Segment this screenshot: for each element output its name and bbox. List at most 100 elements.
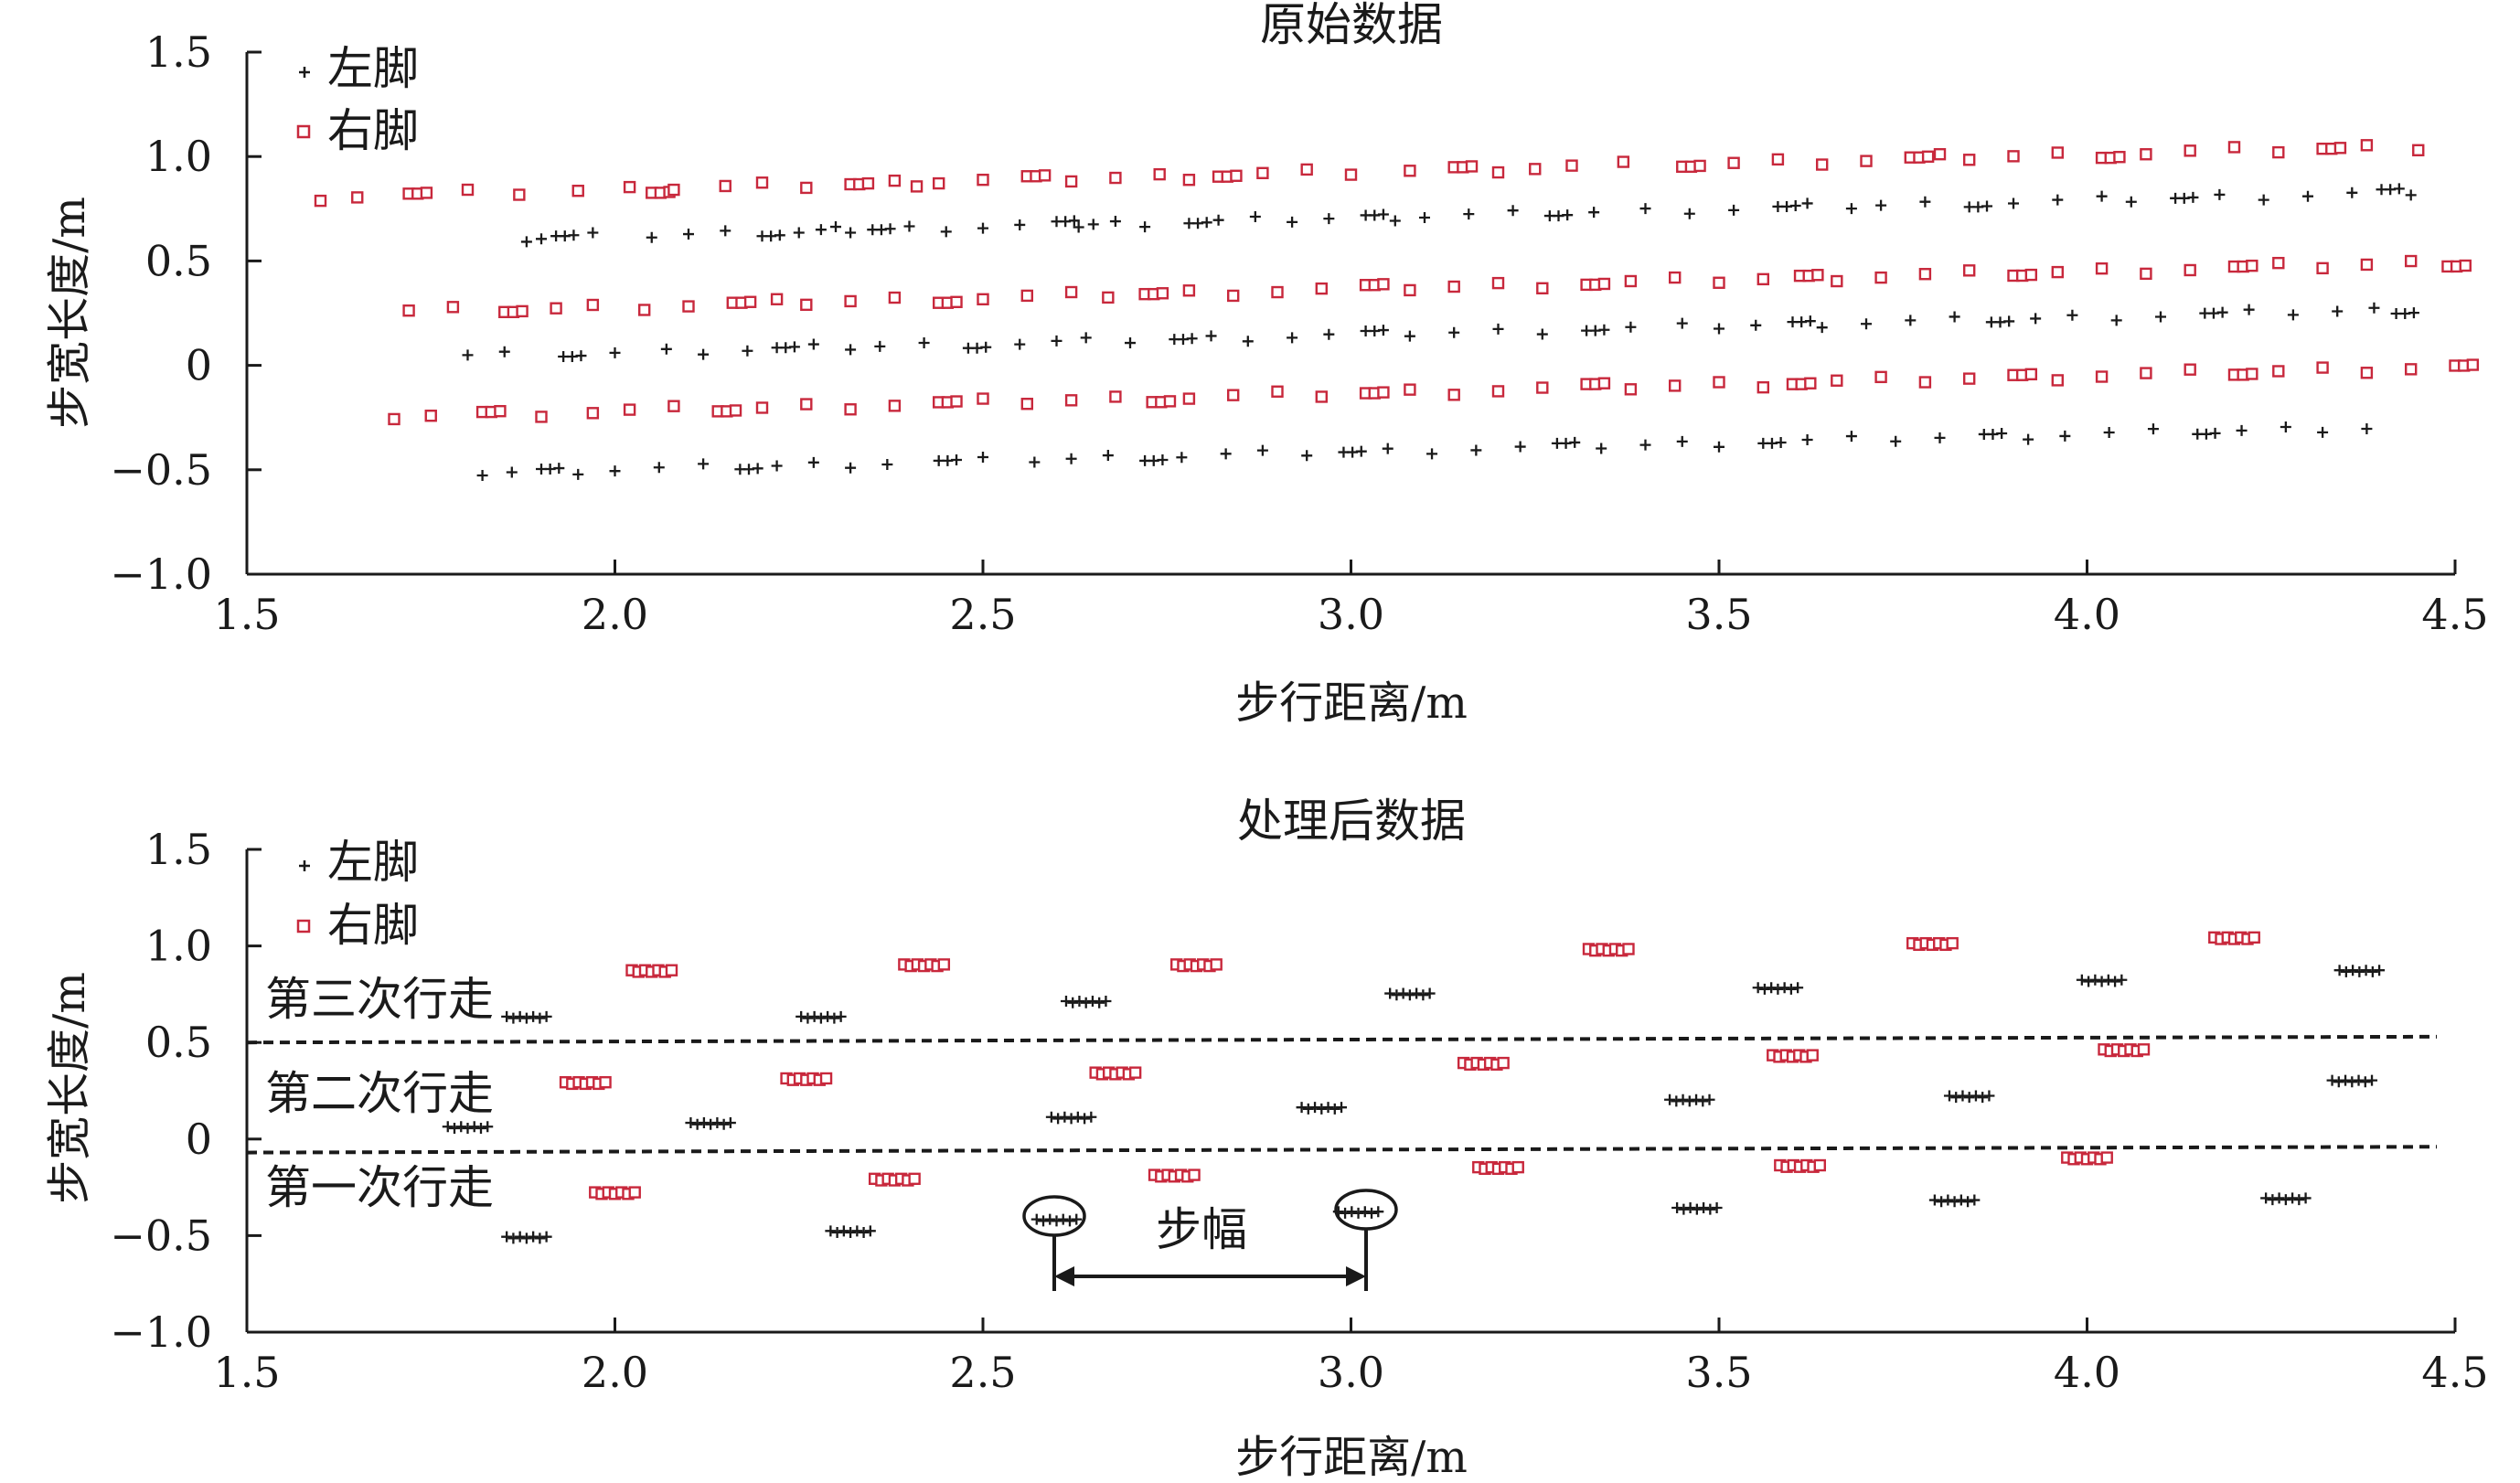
right-foot-point — [755, 401, 769, 414]
left-foot-point — [845, 462, 857, 474]
left-foot-point — [2243, 304, 2255, 315]
left-foot-point — [1981, 200, 1993, 212]
left-foot-point — [498, 346, 510, 357]
left-foot-point — [1957, 1090, 1969, 1102]
left-foot-point — [1419, 212, 1430, 224]
left-foot-point — [2023, 433, 2034, 445]
left-foot-point — [2393, 183, 2405, 195]
right-foot-point — [910, 180, 924, 193]
left-foot-point — [1087, 219, 1099, 230]
right-foot-point — [586, 407, 600, 420]
right-foot-point — [2024, 268, 2038, 282]
left-foot-point — [720, 225, 731, 237]
left-foot-point — [1714, 441, 1724, 453]
left-foot-point — [540, 1231, 552, 1243]
legend-left-foot: 左脚 — [299, 42, 419, 95]
left-foot-point — [858, 1227, 870, 1239]
left-foot-point — [1750, 319, 1762, 331]
right-foot-point — [1182, 392, 1196, 405]
right-foot-point — [2227, 141, 2241, 154]
right-foot-point — [2272, 365, 2285, 378]
left-foot-point — [609, 347, 621, 358]
right-foot-point — [513, 188, 526, 201]
chart-title: 原始数据 — [1260, 0, 1443, 51]
right-foot-point — [667, 400, 680, 412]
left-foot-point — [1588, 207, 1600, 219]
right-foot-point — [1757, 272, 1770, 286]
left-foot-point — [528, 1010, 539, 1022]
y-tick-label: −0.5 — [110, 445, 212, 495]
right-foot-point — [1102, 291, 1115, 304]
left-foot-point — [1683, 208, 1695, 219]
left-foot-point — [1301, 450, 1313, 462]
legend-right-foot-label: 右脚 — [327, 104, 419, 157]
right-foot-point — [1668, 379, 1682, 392]
right-foot-point — [2246, 259, 2258, 272]
right-foot-point — [1377, 386, 1390, 399]
right-foot-point — [1860, 155, 1873, 167]
left-foot-point — [2332, 305, 2344, 317]
x-tick-label: 3.5 — [1685, 1348, 1752, 1397]
left-foot-point — [851, 1225, 863, 1237]
legend-left-foot: 左脚 — [299, 836, 419, 889]
left-foot-point — [1970, 1090, 1981, 1102]
left-foot-point — [698, 1117, 710, 1129]
left-foot-point — [2187, 191, 2199, 203]
x-tick-label: 4.0 — [2054, 590, 2120, 639]
left-foot-point — [2003, 315, 2015, 327]
x-tick-label: 2.5 — [949, 590, 1016, 639]
right-foot-point — [2360, 367, 2374, 379]
left-foot-point — [1890, 435, 1902, 447]
right-foot-point — [2412, 144, 2425, 156]
right-foot-point — [446, 301, 460, 314]
left-foot-point — [1728, 204, 1740, 216]
right-foot-point — [1491, 165, 1505, 179]
left-foot-point — [2340, 966, 2352, 977]
left-foot-point — [575, 350, 587, 362]
stride-annotation: 步幅 — [1022, 1189, 1398, 1291]
left-foot-point — [1711, 1201, 1723, 1213]
right-foot-point — [667, 183, 680, 197]
legend-right-foot: 右脚 — [296, 899, 419, 952]
left-foot-point — [2347, 965, 2359, 976]
left-foot-point — [815, 224, 827, 236]
right-foot-point — [977, 173, 989, 187]
left-foot-point — [1323, 328, 1335, 340]
left-foot-point — [646, 231, 657, 243]
left-foot-point — [660, 343, 672, 355]
left-foot-point — [807, 338, 819, 350]
left-foot-point — [2317, 426, 2329, 438]
left-foot-point — [2346, 187, 2358, 198]
x-tick-label: 1.5 — [213, 590, 280, 639]
right-foot-point — [1806, 1049, 1819, 1062]
right-foot-point — [1315, 282, 1329, 295]
left-foot-point — [540, 1010, 552, 1022]
right-foot-point — [1315, 390, 1329, 403]
left-foot-point — [1801, 433, 1813, 445]
right-foot-point — [516, 304, 529, 318]
left-foot-point — [506, 466, 518, 478]
right-foot-point — [1128, 1066, 1142, 1079]
left-foot-point — [1949, 311, 1960, 323]
left-foot-point — [1691, 1203, 1703, 1215]
left-foot-point — [1676, 435, 1688, 447]
right-foot-point — [599, 1076, 612, 1089]
right-foot-point — [2333, 142, 2347, 155]
right-foot-point — [1536, 381, 1549, 394]
left-foot-point — [1029, 456, 1041, 468]
legend: 左脚 右脚 — [296, 836, 419, 952]
right-foot-point — [1210, 958, 1223, 971]
left-foot-point — [838, 1225, 849, 1237]
left-foot-point — [520, 236, 532, 248]
left-foot-point — [1845, 203, 1857, 215]
stride-arrowhead-right — [1346, 1266, 1366, 1286]
left-foot-point — [1969, 1194, 1981, 1206]
left-foot-point — [1928, 1194, 1940, 1206]
left-foot-point — [1671, 1201, 1683, 1213]
right-foot-point — [1300, 163, 1313, 176]
walk2-label: 第二次行走 — [265, 1067, 494, 1120]
left-foot-point — [2116, 974, 2128, 986]
right-foot-point — [2137, 1043, 2151, 1056]
left-foot-point — [536, 233, 547, 245]
left-foot-point — [1220, 448, 1232, 460]
